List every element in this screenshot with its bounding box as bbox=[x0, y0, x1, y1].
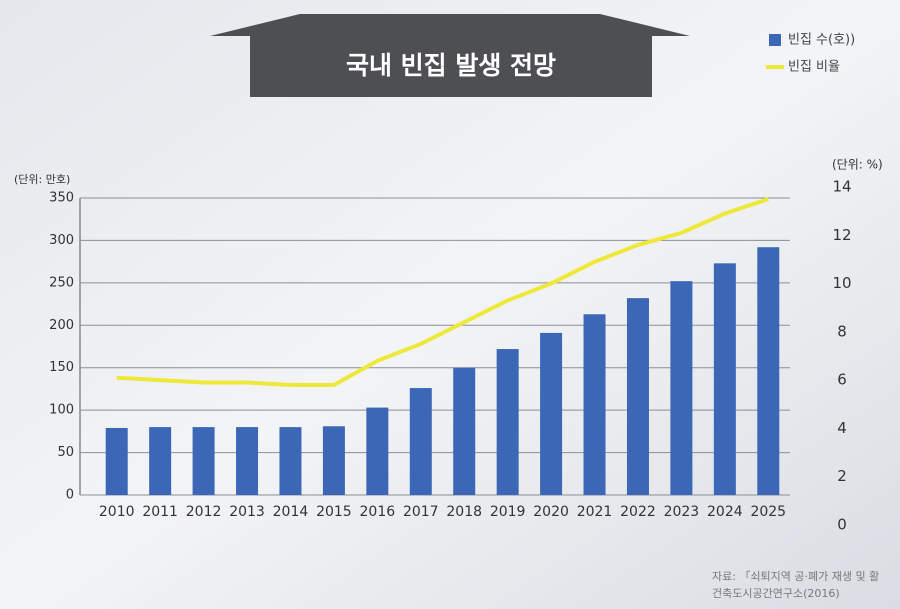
x-tick-label: 2023 bbox=[664, 504, 700, 520]
y-tick-label: 250 bbox=[49, 275, 74, 290]
y-tick-label: 350 bbox=[49, 191, 74, 206]
bar bbox=[192, 427, 215, 495]
line bbox=[116, 197, 769, 387]
x-tick-label: 2019 bbox=[490, 504, 526, 520]
y2-axis-label: (단위: %) bbox=[832, 158, 883, 172]
source-line: 건축도시공간연구소(2016) bbox=[712, 587, 840, 600]
y-tick-label: 100 bbox=[49, 403, 74, 418]
bar bbox=[236, 427, 259, 495]
bar bbox=[670, 281, 693, 495]
bar bbox=[626, 298, 649, 495]
x-tick-label: 2014 bbox=[273, 504, 309, 520]
x-tick-label: 2016 bbox=[360, 504, 396, 520]
chart-title: 국내 빈집 발생 전망 bbox=[346, 51, 556, 80]
bar bbox=[453, 367, 476, 495]
legend-label: 빈집 수(호)) bbox=[788, 33, 855, 48]
x-tick-label: 2010 bbox=[99, 504, 135, 520]
y2-tick-label: 4 bbox=[837, 419, 847, 437]
bar bbox=[105, 427, 128, 495]
y-tick-label: 200 bbox=[49, 318, 74, 333]
x-tick-label: 2017 bbox=[403, 504, 439, 520]
bar bbox=[409, 388, 432, 495]
x-tick-label: 2020 bbox=[533, 504, 569, 520]
y2-tick-label: 8 bbox=[837, 322, 847, 340]
x-tick-label: 2011 bbox=[142, 504, 178, 520]
bar bbox=[322, 426, 345, 495]
bar bbox=[496, 349, 519, 495]
y2-tick-label: 6 bbox=[837, 371, 847, 389]
bar bbox=[757, 247, 780, 495]
y-tick-label: 150 bbox=[49, 360, 74, 375]
y2-tick-label: 0 bbox=[837, 516, 847, 534]
x-tick-label: 2012 bbox=[186, 504, 222, 520]
legend: 빈집 수(호)) 빈집 비율 bbox=[766, 33, 855, 75]
bar bbox=[149, 427, 172, 495]
x-tick-label: 2021 bbox=[577, 504, 613, 520]
y-tick-label: 300 bbox=[49, 233, 74, 248]
y-tick-label: 0 bbox=[66, 488, 74, 503]
legend-label: 빈집 비율 bbox=[788, 60, 840, 75]
bar bbox=[583, 314, 606, 495]
x-tick-label: 2013 bbox=[229, 504, 265, 520]
bar bbox=[540, 332, 563, 495]
y2-tick-label: 14 bbox=[832, 178, 851, 196]
y2-tick-label: 2 bbox=[837, 467, 847, 485]
y-axis-label: (단위: 만호) bbox=[14, 173, 70, 186]
x-tick-label: 2015 bbox=[316, 504, 352, 520]
title-banner bbox=[210, 14, 690, 97]
x-tick-label: 2025 bbox=[750, 504, 786, 520]
x-tick-label: 2024 bbox=[707, 504, 743, 520]
bar bbox=[279, 427, 302, 495]
legend-swatch bbox=[769, 34, 781, 46]
y2-tick-label: 10 bbox=[832, 274, 851, 292]
x-tick-label: 2018 bbox=[446, 504, 482, 520]
y-tick-label: 50 bbox=[57, 445, 74, 460]
y2-tick-label: 12 bbox=[832, 226, 851, 244]
bar bbox=[713, 263, 736, 495]
bar bbox=[366, 407, 389, 495]
source-line: 자료: 「쇠퇴지역 공·폐가 재생 및 활 bbox=[712, 569, 879, 583]
x-tick-label: 2022 bbox=[620, 504, 656, 520]
